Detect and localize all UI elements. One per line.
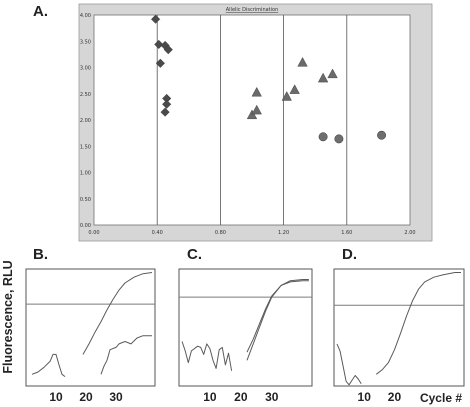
scatter-x-tick-label: 1.60 (341, 230, 352, 236)
amplification-curve (31, 353, 66, 377)
scatter-point-diamond (155, 58, 165, 68)
scatter-point-diamond (160, 107, 170, 117)
scatter-y-tick-label: 2.50 (80, 92, 91, 98)
x-tick-label: 20 (234, 390, 248, 404)
x-tick-label: 30 (265, 390, 279, 404)
scatter-y-tick-label: 1.50 (80, 144, 91, 150)
panel-b-plot (25, 268, 156, 387)
scatter-point-triangle (246, 109, 258, 120)
scatter-title: Allelic Discrimination (226, 7, 279, 13)
scatter-y-tick-labels: 0.00 0.50 1.00 1.50 2.00 2.50 3.00 3.50 4.00 (80, 13, 91, 229)
amplification-curve (246, 280, 309, 361)
scatter-gridlines (156, 15, 348, 225)
scatter-x-tick-label: 1.20 (278, 230, 289, 236)
scatter-point-diamond (154, 39, 164, 49)
amplification-curves: 10 20 30 10 20 30 10 20 (26, 272, 464, 404)
x-tick-label: 20 (388, 390, 402, 404)
panel-d-letter: D. (342, 246, 357, 263)
scatter-y-tick-label: 4.00 (80, 13, 91, 19)
amplification-curve (181, 341, 233, 371)
scatter-y-tick-label: 2.00 (80, 118, 91, 124)
scatter-y-tick-label: 0.50 (80, 197, 91, 203)
amp-panel-3: 10 20 (334, 272, 464, 404)
scatter-y-tick-label: 0.00 (80, 223, 91, 229)
scatter-point-triangle (251, 104, 262, 115)
panel-b-letter: B. (33, 246, 48, 263)
scatter-x-tick-label: 2.00 (404, 230, 415, 236)
scatter-point-triangle (297, 57, 308, 67)
scatter-x-tick-label: 0.40 (152, 230, 163, 236)
scatter-y-tick-label: 1.00 (80, 171, 91, 177)
x-tick-label: 20 (79, 390, 93, 404)
scatter-point-diamond (162, 99, 172, 109)
amplification-curve (246, 279, 309, 353)
scatter-point-triangle (327, 68, 338, 79)
scatter-plot-area (93, 14, 411, 226)
panel-c-letter: C. (187, 246, 202, 263)
amplification-curve (336, 343, 362, 386)
amp-panel-1: 10 20 30 (26, 272, 155, 404)
panel-c-plot (178, 268, 313, 387)
scatter-point-diamond (151, 14, 161, 24)
amplification-curve (100, 335, 152, 375)
scatter-point-diamond (163, 45, 173, 55)
scatter-point-triangle (289, 84, 300, 94)
x-tick-label: 10 (358, 390, 372, 404)
bottom-y-axis-label: Fluorescence, RLU (1, 260, 15, 373)
x-tick-label: 10 (49, 390, 63, 404)
panel-d-plot (333, 268, 465, 387)
amplification-curve (82, 272, 153, 355)
scatter-point-circle (334, 134, 344, 144)
scatter-point-triangle (281, 91, 292, 101)
scatter-point-triangle (317, 72, 329, 83)
scatter-x-tick-labels: 0.00 0.40 0.80 1.20 1.60 2.00 (88, 230, 415, 236)
panel-a-letter: A. (33, 3, 48, 20)
scatter-y-tick-label: 3.00 (80, 66, 91, 72)
scatter-points (151, 14, 387, 144)
x-tick-label: 10 (203, 390, 217, 404)
scatter-point-circle (377, 130, 387, 140)
scatter-x-tick-label: 0.00 (88, 230, 99, 236)
scatter-x-tick-label: 0.80 (215, 230, 226, 236)
amplification-curve (375, 272, 461, 375)
bottom-x-axis-label: Cycle # (420, 391, 462, 405)
scatter-y-tick-label: 3.50 (80, 39, 91, 45)
scatter-point-triangle (251, 86, 262, 97)
x-tick-label: 30 (109, 390, 123, 404)
scatter-point-circle (318, 132, 328, 142)
amp-panel-2: 10 20 30 (179, 279, 312, 404)
